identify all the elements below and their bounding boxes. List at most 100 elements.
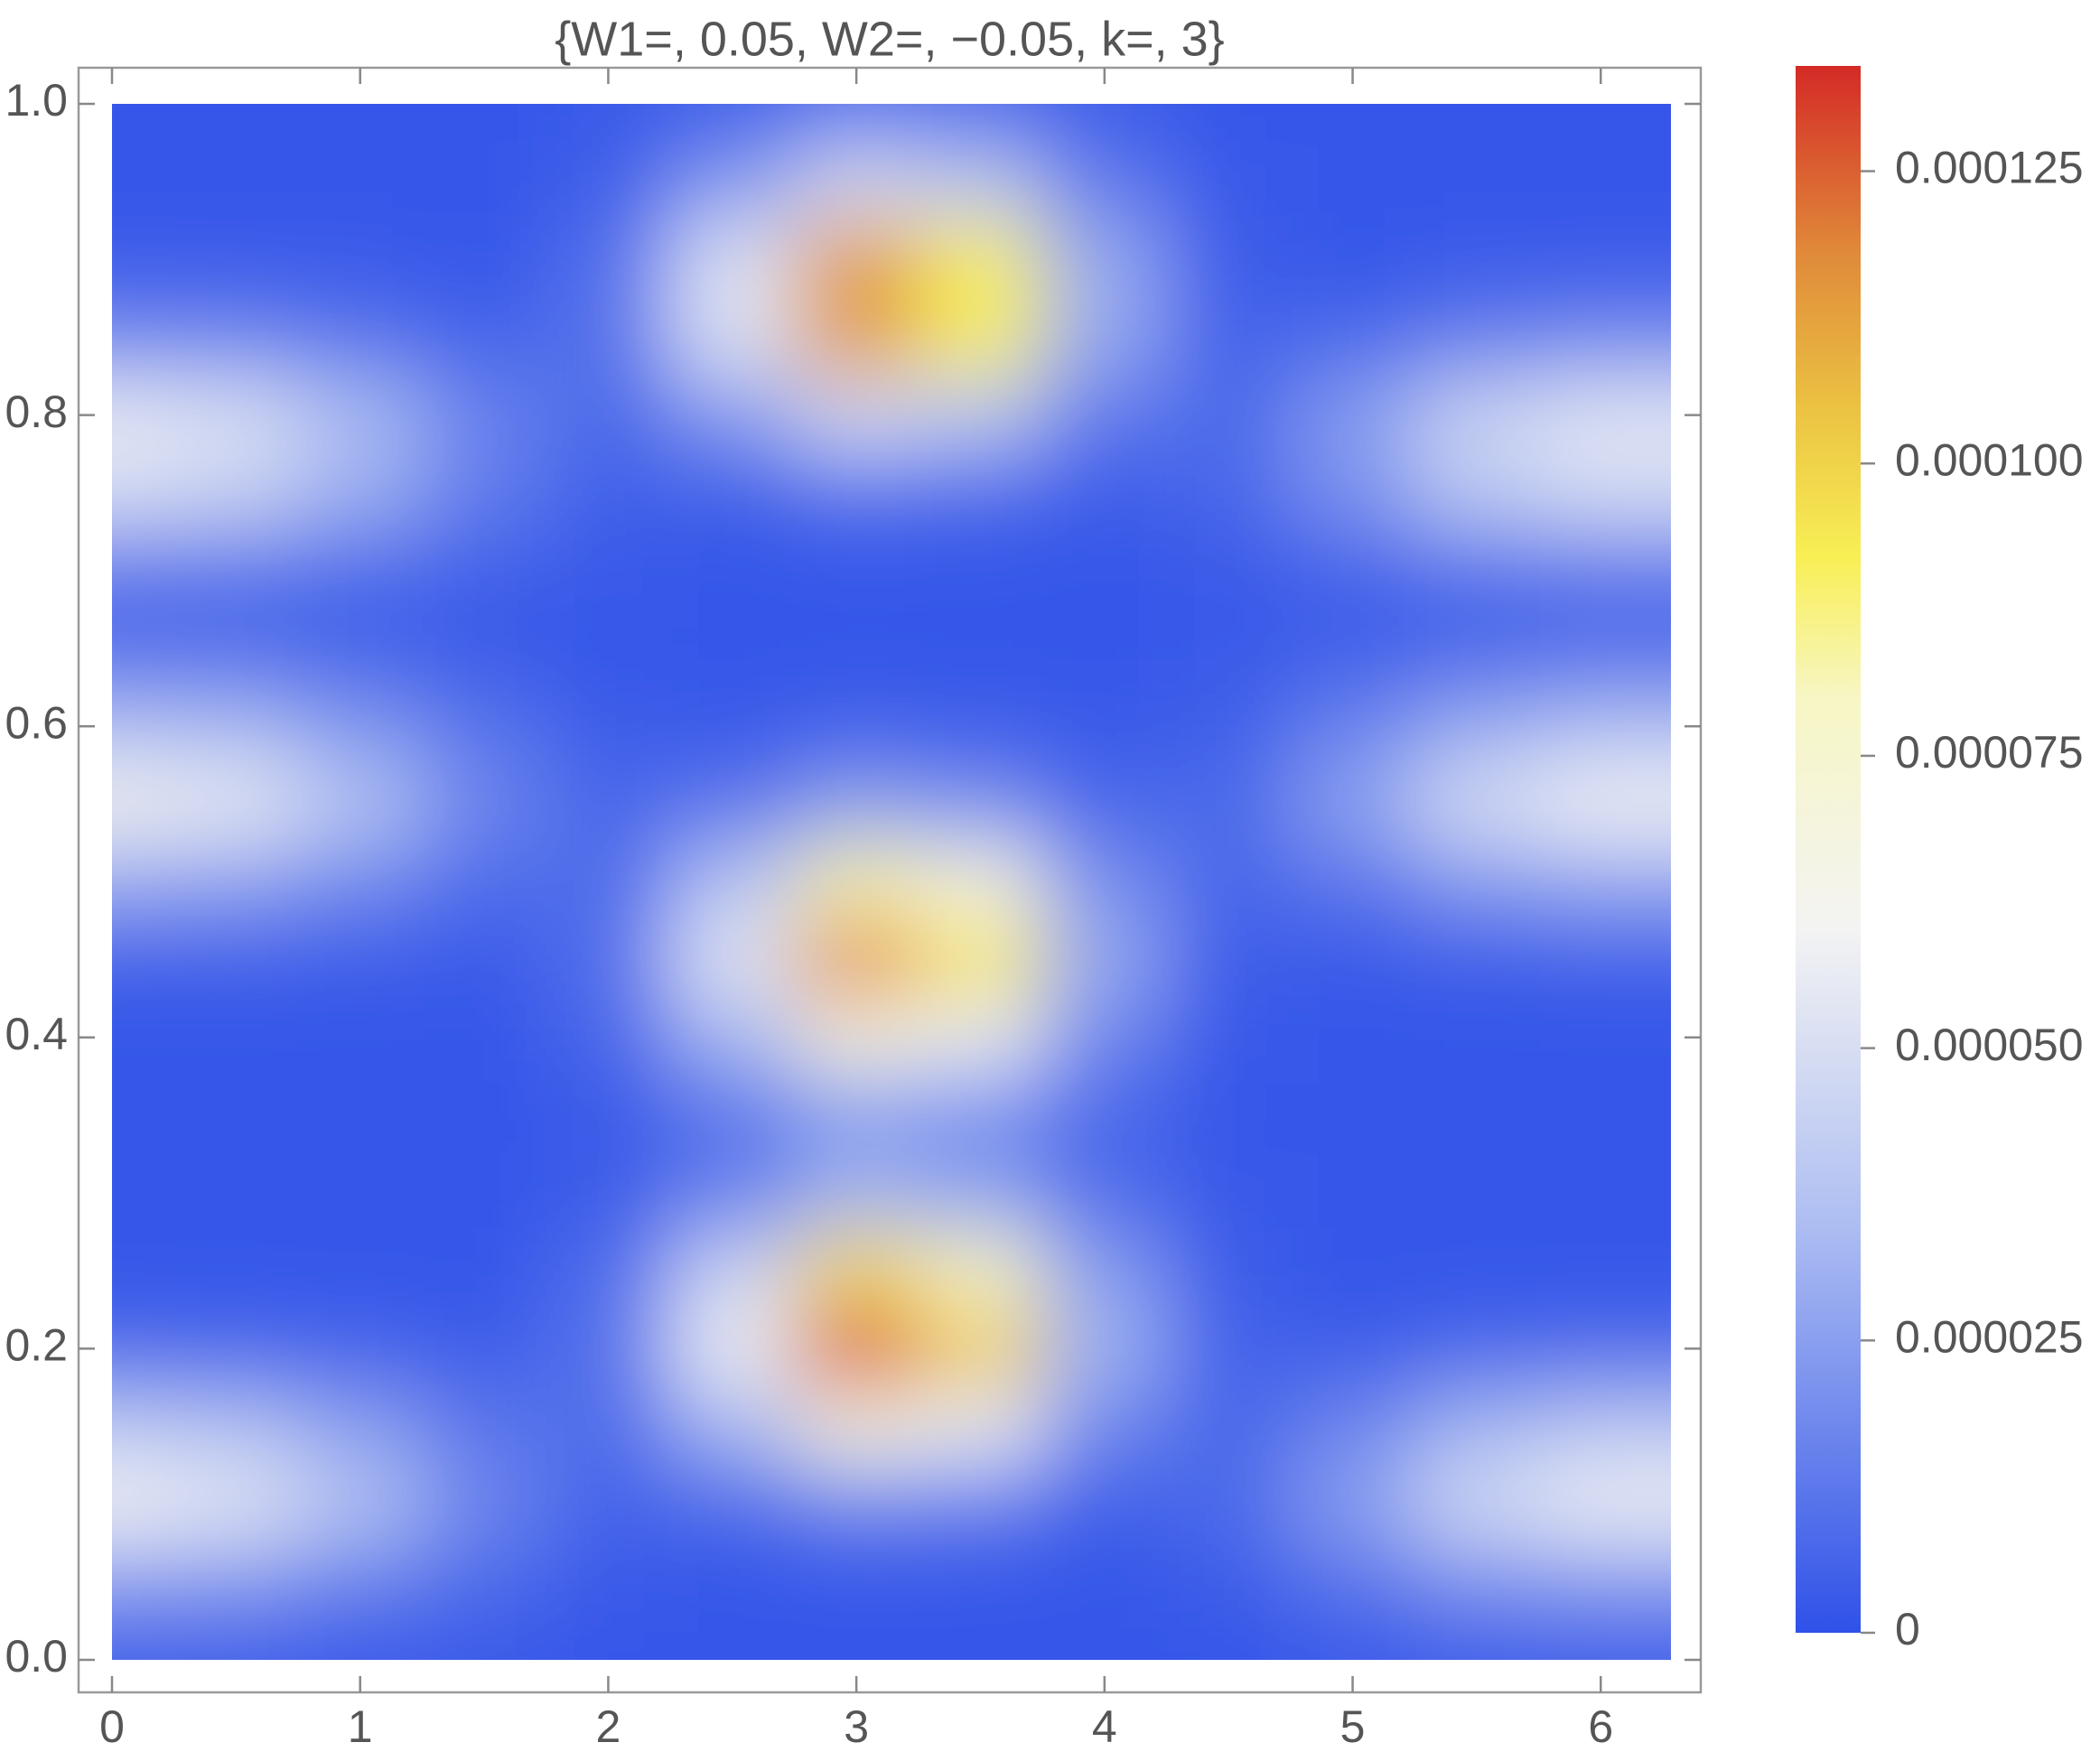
- heat-cell: [1290, 1465, 1416, 1544]
- heat-cell: [1042, 1076, 1168, 1156]
- heat-cell: [1166, 1154, 1292, 1234]
- heat-cell: [298, 765, 424, 844]
- colorbar: [1796, 66, 1861, 1633]
- heat-cell: [112, 765, 175, 844]
- heat-cell: [670, 687, 796, 767]
- x-tick-label: 1: [348, 1701, 373, 1752]
- heat-cell: [794, 143, 919, 222]
- heat-cell: [1538, 298, 1671, 377]
- heat-cell: [1290, 1620, 1416, 1660]
- heat-cell: [1538, 1387, 1671, 1467]
- heat-cell: [1538, 1309, 1671, 1389]
- heat-cell: [422, 998, 547, 1077]
- heat-cell: [112, 1387, 175, 1467]
- heat-cell: [1538, 143, 1671, 222]
- heat-cell: [918, 1309, 1044, 1389]
- heat-cell: [1290, 1542, 1416, 1622]
- heat-cell: [670, 143, 796, 222]
- heat-cell: [298, 1309, 424, 1389]
- heat-cell: [1042, 765, 1168, 844]
- heat-cell: [1538, 1232, 1671, 1311]
- heat-cell: [546, 1387, 672, 1467]
- heat-cell: [422, 843, 547, 922]
- heat-cell: [546, 376, 672, 455]
- heat-cell: [1042, 453, 1168, 533]
- heat-cell: [112, 1232, 175, 1311]
- heat-cell: [918, 920, 1044, 1000]
- heat-cell: [298, 1232, 424, 1311]
- heat-cell: [918, 1620, 1044, 1660]
- heat-cell: [670, 1387, 796, 1467]
- heat-cell: [794, 920, 919, 1000]
- heat-cell: [173, 453, 300, 533]
- heat-cell: [298, 104, 424, 144]
- heat-cell: [112, 687, 175, 767]
- y-tick-label: 0.0: [5, 1631, 68, 1682]
- heat-cell: [422, 1465, 547, 1544]
- heat-cell: [1042, 1387, 1168, 1467]
- heat-cell: [918, 220, 1044, 300]
- heat-cell: [794, 843, 919, 922]
- x-tick-label: 4: [1092, 1701, 1117, 1752]
- heat-cell: [298, 1154, 424, 1234]
- heat-cell: [1042, 1542, 1168, 1622]
- heat-cell: [1042, 220, 1168, 300]
- heat-cell: [298, 920, 424, 1000]
- heat-cell: [1414, 920, 1540, 1000]
- heat-cell: [1414, 453, 1540, 533]
- heat-cell: [918, 1542, 1044, 1622]
- heat-cell: [546, 104, 672, 144]
- heat-cell: [1042, 1309, 1168, 1389]
- y-tick-label: 0.8: [5, 387, 68, 437]
- heat-cell: [1166, 104, 1292, 144]
- heat-cell: [112, 376, 175, 455]
- heat-cell: [298, 1465, 424, 1544]
- heat-cell: [794, 998, 919, 1077]
- x-tick-label: 3: [844, 1701, 869, 1752]
- heat-cell: [794, 1076, 919, 1156]
- heat-cell: [546, 1232, 672, 1311]
- heat-cell: [422, 453, 547, 533]
- heat-cell: [1538, 1542, 1671, 1622]
- heat-cell: [794, 765, 919, 844]
- heat-cell: [670, 1232, 796, 1311]
- heat-cell: [918, 531, 1044, 610]
- heat-cell: [1166, 531, 1292, 610]
- heat-cell: [546, 1465, 672, 1544]
- heat-cell: [173, 920, 300, 1000]
- heat-cell: [1538, 843, 1671, 922]
- heat-cell: [422, 609, 547, 689]
- heat-cell: [1166, 1542, 1292, 1622]
- heat-cell: [1042, 104, 1168, 144]
- heat-cell: [173, 1542, 300, 1622]
- heat-cell: [1538, 998, 1671, 1077]
- heat-cell: [112, 1465, 175, 1544]
- y-tick-label: 0.6: [5, 697, 68, 748]
- heat-cell: [1166, 376, 1292, 455]
- heat-cell: [298, 220, 424, 300]
- heat-cell: [298, 1387, 424, 1467]
- heat-cell: [1414, 531, 1540, 610]
- heat-cell: [1538, 1465, 1671, 1544]
- heat-cell: [1538, 609, 1671, 689]
- heat-cell: [670, 1542, 796, 1622]
- heat-cell: [794, 1154, 919, 1234]
- x-tick-label: 6: [1588, 1701, 1613, 1752]
- heat-cell: [1290, 1232, 1416, 1311]
- heat-cell: [918, 1387, 1044, 1467]
- heat-cell: [1290, 687, 1416, 767]
- heat-cell: [546, 1154, 672, 1234]
- heat-cell: [670, 609, 796, 689]
- heat-cell: [1166, 1309, 1292, 1389]
- heat-cell: [546, 143, 672, 222]
- heat-cell: [1414, 765, 1540, 844]
- heat-cell: [1042, 998, 1168, 1077]
- heat-cell: [298, 298, 424, 377]
- heat-cell: [794, 609, 919, 689]
- heat-cell: [1538, 687, 1671, 767]
- heat-cell: [546, 920, 672, 1000]
- heat-cell: [1414, 1542, 1540, 1622]
- heat-cell: [1166, 609, 1292, 689]
- heat-cell: [1166, 687, 1292, 767]
- heat-cell: [1290, 376, 1416, 455]
